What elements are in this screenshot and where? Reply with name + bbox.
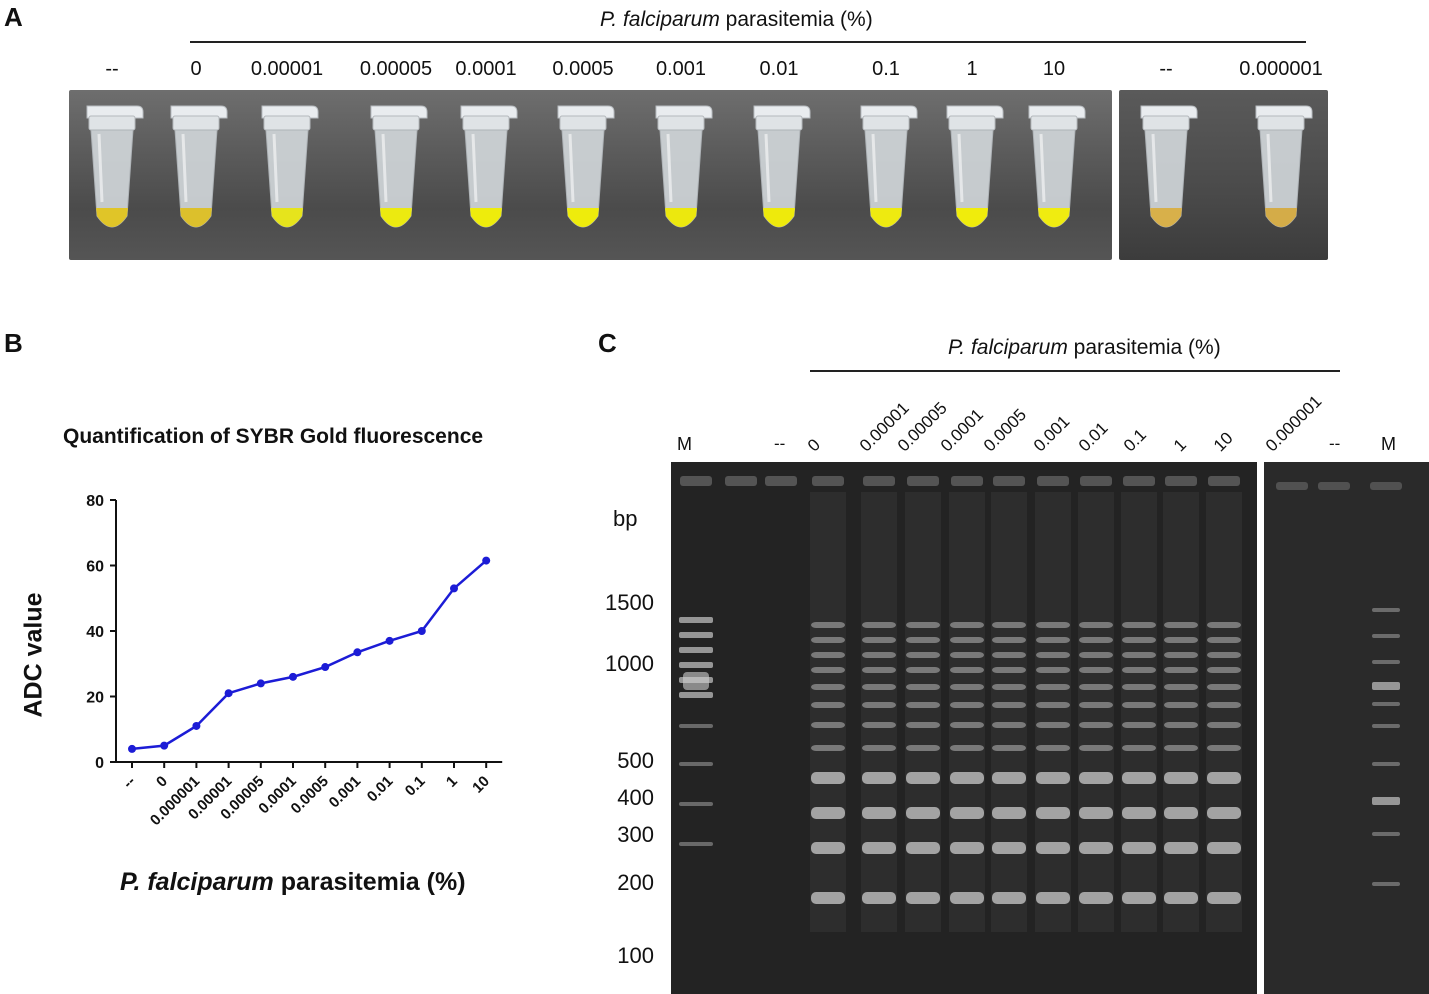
lane-label: 1 (1169, 435, 1190, 456)
x-tick-label: 0 (153, 773, 171, 791)
tube (1255, 105, 1313, 228)
data-point (417, 627, 426, 635)
y-tick-label: 20 (86, 690, 104, 707)
panel-c-header: P. falciparum parasitemia (%) (948, 336, 1221, 359)
tube-label: 0 (190, 58, 202, 80)
x-tick-label: 1 (443, 773, 461, 791)
lane-label: -- (1329, 434, 1341, 453)
tube-label: 0.1 (872, 58, 900, 80)
data-point (482, 556, 491, 565)
tube-label: 0.00005 (359, 58, 433, 80)
tube (86, 105, 144, 228)
x-tick-label: 0.001 (326, 773, 365, 812)
bp-label: 1500 (605, 590, 654, 615)
series-line (131, 559, 488, 751)
y-tick-label: 0 (95, 755, 104, 772)
panel-c-header-rule (810, 370, 1340, 372)
data-point (289, 672, 297, 681)
y-tick-label: 60 (86, 559, 104, 576)
tube (860, 105, 918, 228)
lane-label: 0 (803, 435, 824, 456)
tube-label: 0.00001 (250, 58, 324, 80)
tube (946, 105, 1004, 228)
data-point (224, 689, 233, 698)
chart-title: Quantification of SYBR Gold fluorescence (63, 425, 484, 448)
data-point (160, 741, 169, 750)
data-point (192, 721, 201, 730)
lane-label: 0.01 (1074, 418, 1112, 456)
x-tick-label: 0.01 (364, 773, 397, 806)
data-point (256, 679, 265, 688)
tube-label: 0.001 (655, 58, 707, 80)
tube (655, 105, 713, 228)
data-point (385, 636, 394, 645)
tube (170, 105, 228, 228)
y-tick-label: 80 (86, 493, 104, 510)
x-tick-label: 10 (469, 773, 493, 797)
lane-label: 0.000001 (1261, 391, 1326, 456)
tube (460, 105, 518, 228)
panel-c-letter: C (598, 328, 617, 358)
tubes-photo-side (1119, 90, 1328, 260)
data-point (128, 744, 136, 753)
bp-label: 400 (617, 785, 654, 810)
tube-label: -- (105, 58, 119, 80)
gel-main (671, 462, 1257, 994)
x-tick-label: 0.1 (402, 773, 429, 800)
data-point (321, 663, 330, 672)
lane-label: M (677, 434, 692, 454)
tube (1140, 105, 1198, 228)
tube-label: 0.000001 (1239, 58, 1323, 80)
lane-label: -- (774, 434, 786, 453)
panel-a-letter: A (4, 2, 23, 32)
data-point (450, 584, 458, 593)
bp-label: 200 (617, 870, 654, 895)
tube-label: 0.0005 (552, 58, 614, 80)
tube-label: 0.01 (759, 58, 799, 80)
tube-label: 10 (1042, 58, 1066, 80)
bp-unit-label: bp (613, 506, 638, 531)
tube (370, 105, 428, 228)
bp-label: 300 (617, 822, 654, 847)
y-tick-label: 40 (86, 624, 104, 641)
bp-label: 1000 (605, 651, 654, 676)
tubes-photo-main (69, 90, 1112, 260)
tube-label: 1 (966, 58, 978, 80)
tube (557, 105, 615, 228)
data-point (353, 648, 362, 657)
panel-a-header-rule (190, 41, 1306, 43)
panel-a-header: P. falciparum parasitemia (%) (600, 8, 873, 31)
tube (261, 105, 319, 228)
tube (753, 105, 811, 228)
lane-label: M (1381, 434, 1396, 454)
lane-label: 0.1 (1119, 425, 1151, 456)
lane-label: 0.001 (1029, 411, 1074, 456)
bp-label: 500 (617, 748, 654, 773)
tube-label: 0.0001 (455, 58, 517, 80)
gel-side (1264, 462, 1429, 994)
tube-label: -- (1159, 58, 1173, 80)
x-tick-label: -- (120, 773, 139, 792)
bp-label: 100 (617, 943, 654, 968)
chart-xlabel: P. falciparum parasitemia (%) (120, 868, 466, 896)
lane-label: 0.0005 (979, 405, 1031, 456)
lane-label: 10 (1209, 428, 1237, 456)
panel-b-letter: B (4, 328, 23, 358)
tube (1028, 105, 1086, 228)
